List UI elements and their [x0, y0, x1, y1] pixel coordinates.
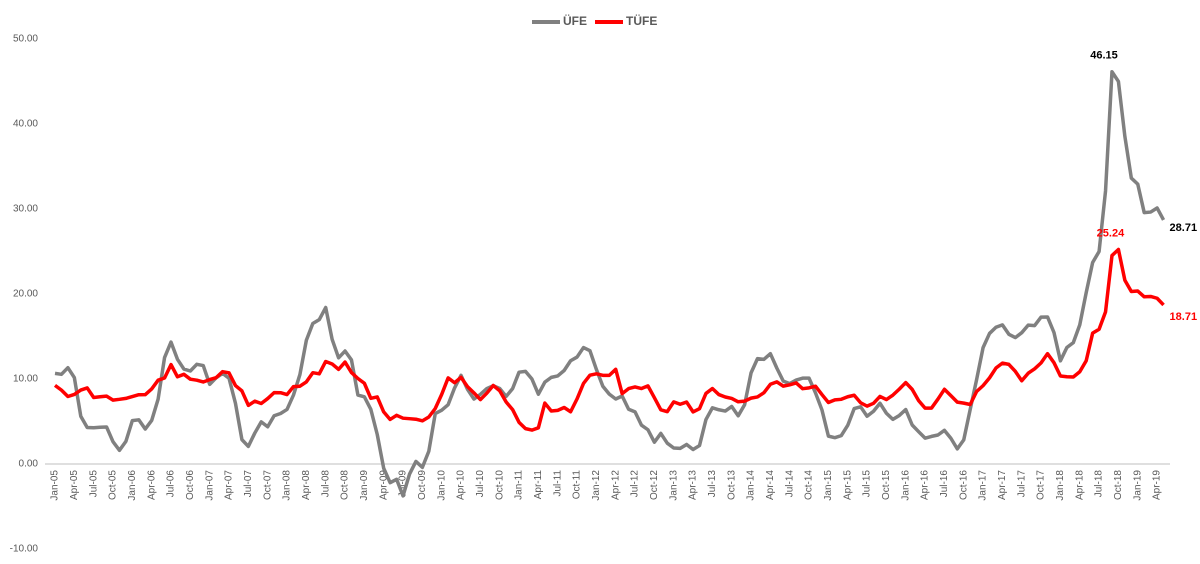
x-tick-label: Oct-09	[417, 470, 428, 500]
x-tick-label: Jan-16	[900, 470, 911, 501]
x-tick-label: Jan-11	[514, 470, 525, 500]
y-tick-label: 40.00	[13, 119, 38, 130]
x-tick-label: Apr-10	[456, 470, 467, 500]
x-tick-label: Jul-11	[552, 470, 563, 497]
x-tick-label: Jul-08	[320, 470, 331, 498]
legend: ÜFE TÜFE	[532, 13, 657, 28]
x-tick-label: Jul-15	[862, 470, 873, 498]
x-tick-label: Jan-19	[1132, 470, 1143, 501]
y-tick-label: 20.00	[13, 289, 38, 300]
x-tick-label: Oct-14	[804, 470, 815, 500]
x-tick-label: Apr-06	[146, 470, 157, 500]
x-tick-label: Jul-18	[1094, 470, 1105, 498]
x-tick-label: Oct-15	[881, 470, 892, 500]
x-tick-label: Oct-12	[649, 470, 660, 500]
x-tick-label: Jul-17	[1016, 470, 1027, 498]
x-tick-label: Jan-05	[50, 470, 61, 501]
x-tick-label: Oct-10	[494, 470, 505, 500]
legend-label: TÜFE	[626, 13, 657, 28]
x-tick-label: Jul-16	[939, 470, 950, 498]
series-line	[53, 247, 1165, 432]
x-tick-label: Jul-13	[707, 470, 718, 498]
x-tick-label: Jul-12	[630, 470, 641, 498]
x-tick-label: Apr-16	[920, 470, 931, 500]
data-label: 46.15	[1090, 50, 1118, 62]
data-label: 18.71	[1170, 311, 1198, 323]
x-tick-label: Jan-17	[978, 470, 989, 501]
x-tick-label: Apr-09	[378, 470, 389, 500]
x-tick-label: Oct-06	[185, 470, 196, 500]
y-tick-label: 0.00	[19, 459, 39, 470]
x-tick-label: Oct-17	[1036, 470, 1047, 500]
x-tick-label: Apr-07	[224, 470, 235, 500]
x-tick-label: Apr-17	[997, 470, 1008, 500]
x-tick-label: Oct-18	[1113, 470, 1124, 500]
x-tick-label: Oct-11	[572, 470, 583, 500]
x-tick-label: Apr-19	[1152, 470, 1163, 500]
x-tick-label: Apr-12	[610, 470, 621, 500]
x-tick-label: Oct-16	[958, 470, 969, 500]
x-tick-label: Apr-18	[1074, 470, 1085, 500]
data-label: 28.71	[1170, 222, 1198, 234]
data-label: 25.24	[1097, 227, 1125, 239]
x-tick-label: Apr-13	[688, 470, 699, 500]
x-tick-label: Oct-13	[726, 470, 737, 500]
x-tick-label: Jul-05	[88, 470, 99, 498]
x-tick-label: Jan-14	[746, 470, 757, 501]
x-tick-label: Jan-13	[668, 470, 679, 501]
y-tick-label: 10.00	[13, 374, 38, 385]
x-tick-label: Jan-07	[204, 470, 215, 501]
x-tick-label: Jan-10	[436, 470, 447, 501]
x-tick-label: Jul-14	[784, 470, 795, 498]
x-tick-label: Apr-11	[533, 470, 544, 500]
series-line	[54, 69, 1166, 498]
x-tick-label: Jul-10	[475, 470, 486, 498]
x-tick-label: Jan-18	[1055, 470, 1066, 501]
x-tick-label: Jul-06	[166, 470, 177, 498]
x-tick-label: Jul-09	[398, 470, 409, 498]
x-tick-label: Apr-08	[301, 470, 312, 500]
legend-label: ÜFE	[563, 13, 587, 28]
x-tick-label: Jan-08	[282, 470, 293, 501]
x-tick-label: Oct-07	[262, 470, 273, 500]
x-tick-label: Oct-05	[108, 470, 119, 500]
x-tick-label: Apr-15	[842, 470, 853, 500]
x-tick-label: Jan-15	[823, 470, 834, 501]
x-tick-label: Jan-12	[591, 470, 602, 501]
y-tick-label: 50.00	[13, 34, 38, 45]
x-tick-label: Jul-07	[243, 470, 254, 498]
x-tick-label: Jan-06	[127, 470, 138, 501]
y-tick-label: -10.00	[10, 544, 39, 555]
x-tick-label: Apr-05	[69, 470, 80, 500]
x-tick-label: Jan-09	[359, 470, 370, 501]
x-tick-label: Apr-14	[765, 470, 776, 500]
y-tick-label: 30.00	[13, 204, 38, 215]
x-tick-label: Oct-08	[340, 470, 351, 500]
